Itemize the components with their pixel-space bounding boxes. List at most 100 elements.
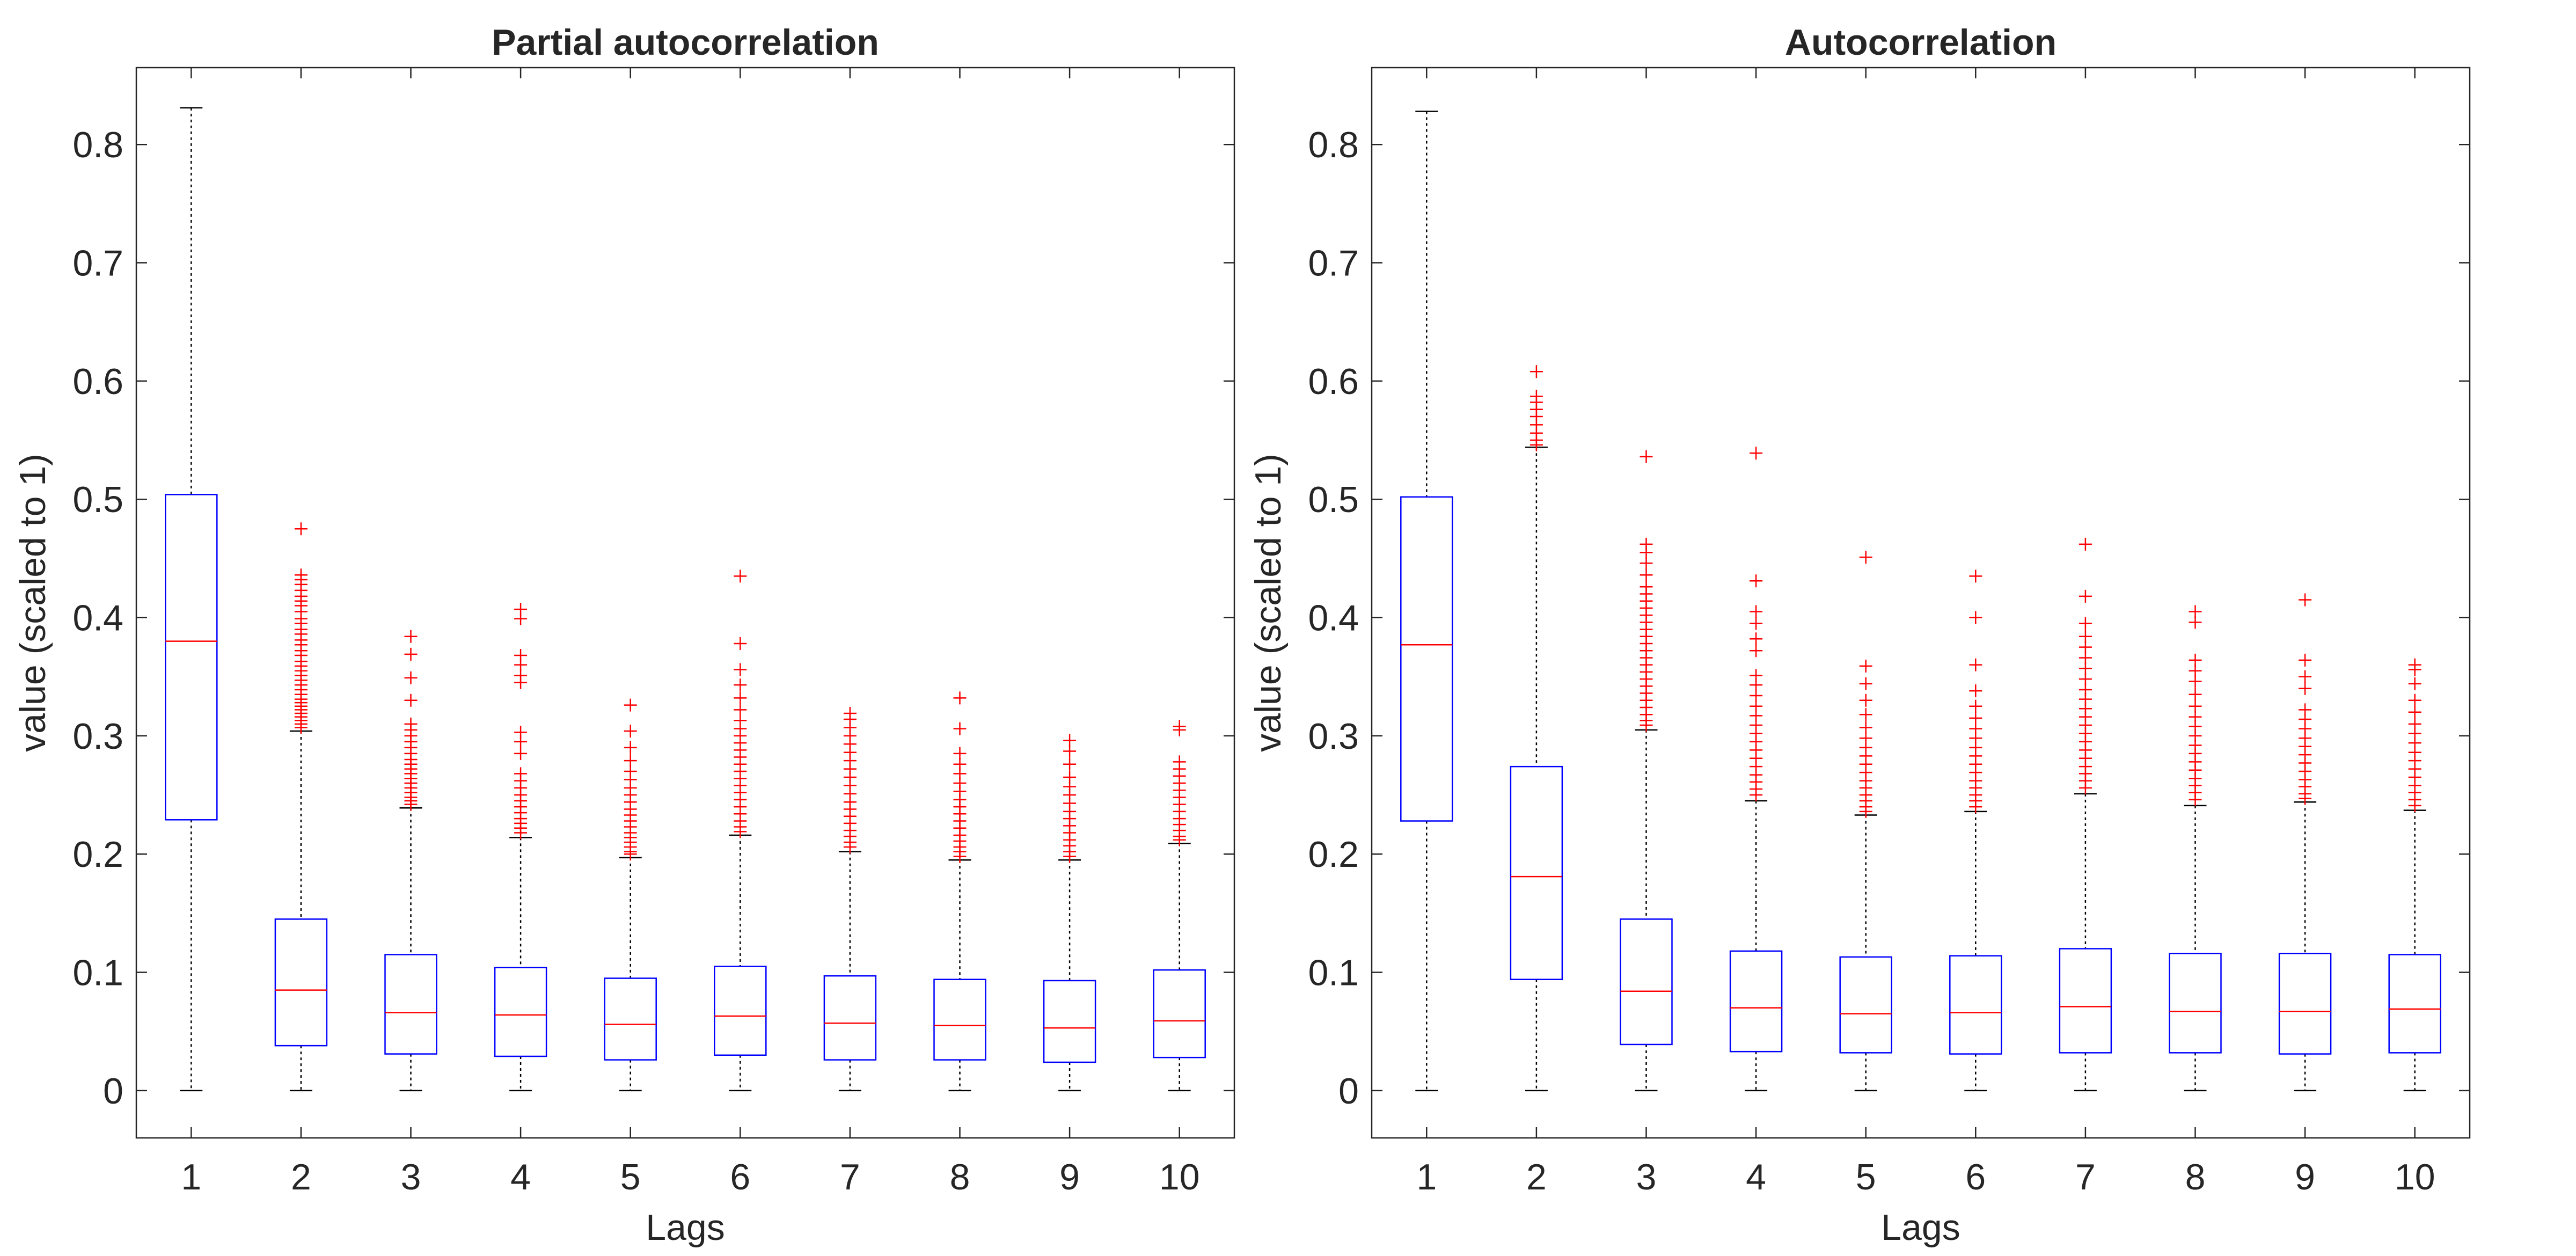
y-tick-label: 0 (1338, 1071, 1359, 1112)
y-tick-label: 0.5 (1308, 479, 1359, 520)
box-lag-3 (384, 630, 437, 1092)
x-tick-label: 9 (1059, 1157, 1080, 1197)
box (384, 954, 437, 1055)
y-tick-label: 0.7 (1308, 243, 1359, 284)
outlier-marker (1859, 693, 1872, 707)
outlier-marker (2299, 593, 2312, 607)
outlier-marker (2079, 617, 2092, 630)
x-tick-label: 1 (1416, 1157, 1437, 1197)
box-lag-1 (165, 107, 218, 1092)
box-lag-6 (714, 569, 767, 1092)
outlier-marker (294, 721, 308, 734)
y-tick-label: 0.4 (72, 598, 123, 639)
y-tick-label: 0 (103, 1071, 123, 1112)
outlier-marker (1173, 833, 1186, 846)
x-tick-label: 3 (401, 1157, 421, 1197)
box-lag-7 (823, 707, 877, 1092)
box (274, 918, 328, 1047)
outlier-marker (2189, 675, 2202, 688)
outlier-marker (1859, 708, 1872, 721)
outlier-marker (514, 826, 528, 839)
box-lag-8 (933, 691, 986, 1092)
outlier-marker (514, 735, 528, 748)
box-lag-5 (1839, 551, 1892, 1092)
y-axis-label: value (scaled to 1) (1248, 454, 1289, 752)
x-tick-label: 5 (1856, 1157, 1876, 1197)
box (1400, 496, 1453, 822)
outlier-marker (404, 630, 418, 643)
outlier-marker (514, 612, 528, 625)
outlier-marker (1173, 723, 1186, 736)
box-lag-9 (1043, 734, 1096, 1092)
outlier-marker (1859, 677, 1872, 690)
outlier-marker (1063, 744, 1077, 758)
outlier-marker (734, 637, 747, 651)
outlier-marker (1969, 611, 1982, 624)
box (823, 975, 877, 1061)
box (1729, 950, 1783, 1053)
x-tick-label: 1 (181, 1157, 201, 1197)
outlier-marker (2299, 670, 2312, 683)
outlier-marker (1969, 658, 1982, 671)
y-tick-label: 0.4 (1308, 598, 1359, 639)
x-tick-label: 7 (2075, 1157, 2096, 1197)
outlier-marker (1750, 644, 1763, 658)
box (2169, 953, 2222, 1054)
outlier-marker (624, 725, 637, 738)
box (1153, 969, 1206, 1058)
x-tick-label: 6 (1965, 1157, 1986, 1197)
outlier-marker (1750, 605, 1763, 618)
outlier-marker (2189, 616, 2202, 629)
box (933, 978, 986, 1061)
x-tick-label: 5 (620, 1157, 641, 1197)
box (494, 967, 547, 1057)
x-tick-label: 3 (1636, 1157, 1657, 1197)
outlier-marker (404, 693, 418, 707)
box-lag-7 (2059, 537, 2112, 1092)
y-tick-label: 0.1 (72, 953, 123, 994)
outlier-marker (404, 671, 418, 684)
outlier-marker (2299, 682, 2312, 695)
outlier-marker (1859, 551, 1872, 564)
outlier-marker (1969, 800, 1982, 814)
outlier-marker (1750, 617, 1763, 630)
x-tick-label: 2 (291, 1157, 311, 1197)
outlier-marker (843, 840, 857, 853)
box-lag-6 (1949, 569, 2002, 1092)
outlier-marker (404, 647, 418, 661)
panel-partial-autocorrelation: 0 0.1 0.2 0.3 0.4 0.5 0.6 0.7 0.8 1 2 3 4 5 6 7 8 9 10 Part… (12, 22, 1235, 1248)
x-tick-label: 4 (1746, 1157, 1766, 1197)
box-lag-4 (1729, 447, 1783, 1092)
outlier-marker (1969, 684, 1982, 698)
box (2278, 953, 2332, 1055)
outlier-marker (2079, 589, 2092, 603)
chart-title: Partial autocorrelation (492, 22, 879, 63)
outlier-marker (1859, 805, 1872, 818)
y-tick-label: 0.7 (72, 243, 123, 284)
y-tick-label: 0.2 (72, 834, 123, 875)
box-lag-2 (274, 522, 328, 1092)
axes-frame (135, 67, 1235, 1139)
y-tick-label: 0.1 (1308, 953, 1359, 994)
x-tick-label: 6 (730, 1157, 750, 1197)
box (1620, 918, 1673, 1046)
outlier-marker (1750, 447, 1763, 460)
y-tick-label: 0.5 (72, 479, 123, 520)
outlier-marker (1750, 788, 1763, 802)
y-tick-label: 0.2 (1308, 834, 1359, 875)
outlier-marker (953, 691, 967, 705)
panel-autocorrelation: 0 0.1 0.2 0.3 0.4 0.5 0.6 0.7 0.8 1 2 3 4 5 6 7 8 9 10 Auto… (1248, 22, 2471, 1248)
x-tick-label: 10 (1159, 1157, 1200, 1197)
box (1839, 956, 1892, 1054)
outlier-marker (624, 848, 637, 861)
box-lag-10 (1153, 720, 1206, 1092)
outlier-marker (2079, 781, 2092, 794)
outlier-marker (2299, 792, 2312, 805)
outlier-marker (1969, 699, 1982, 713)
outlier-marker (1063, 757, 1077, 771)
box (2059, 948, 2112, 1054)
box (714, 966, 767, 1056)
box (2388, 954, 2441, 1054)
x-axis-label: Lags (1881, 1207, 1960, 1248)
